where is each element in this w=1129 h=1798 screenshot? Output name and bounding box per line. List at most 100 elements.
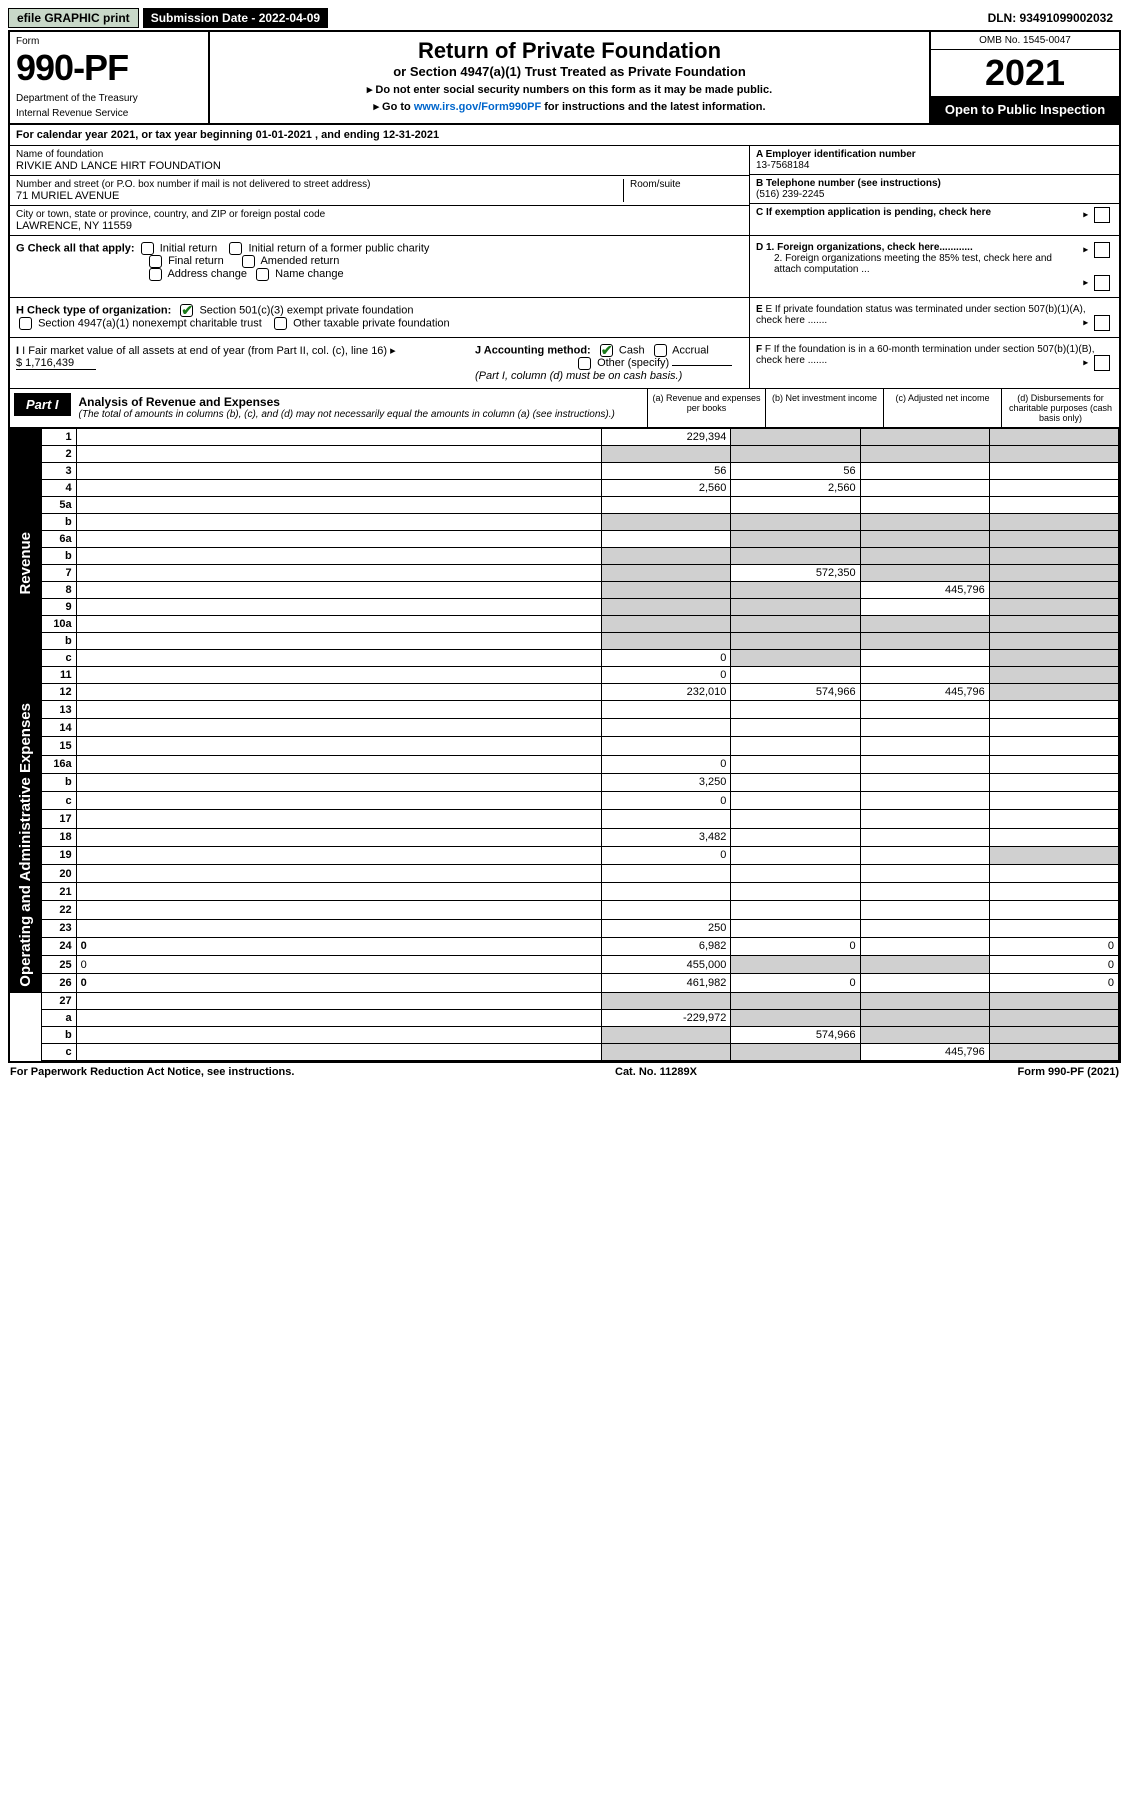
amount-cell: 0 — [989, 974, 1118, 992]
table-row: 20 — [11, 864, 1119, 882]
table-row: 27 — [11, 992, 1119, 1009]
amount-cell — [860, 599, 989, 616]
amount-cell — [860, 497, 989, 514]
line-description — [76, 864, 602, 882]
table-row: 35656 — [11, 463, 1119, 480]
line-description — [76, 901, 602, 919]
amount-cell — [602, 864, 731, 882]
amount-cell: 445,796 — [860, 1043, 989, 1060]
amount-cell — [731, 599, 860, 616]
line-description — [76, 633, 602, 650]
amount-cell — [731, 429, 860, 446]
ein-value: 13-7568184 — [756, 160, 1113, 171]
accrual-checkbox[interactable] — [654, 344, 667, 357]
amount-cell — [602, 616, 731, 633]
amount-cell: 572,350 — [731, 565, 860, 582]
city-label: City or town, state or province, country… — [16, 209, 743, 220]
line-number: 2 — [41, 446, 76, 463]
amount-cell — [860, 810, 989, 828]
foreign-org-checkbox[interactable] — [1094, 242, 1110, 258]
amended-return-checkbox[interactable] — [242, 255, 255, 268]
line-description — [76, 1009, 602, 1026]
final-return-checkbox[interactable] — [149, 255, 162, 268]
line-number: 4 — [41, 480, 76, 497]
4947a1-checkbox[interactable] — [19, 317, 32, 330]
address-label: Number and street (or P.O. box number if… — [16, 179, 623, 190]
footer-paperwork: For Paperwork Reduction Act Notice, see … — [10, 1066, 294, 1078]
name-change-checkbox[interactable] — [256, 268, 269, 281]
status-terminated-checkbox[interactable] — [1094, 315, 1110, 331]
line-description — [76, 1026, 602, 1043]
open-to-public: Open to Public Inspection — [931, 96, 1119, 123]
line-description — [76, 582, 602, 599]
form-title: Return of Private Foundation — [216, 38, 923, 64]
amount-cell — [860, 883, 989, 901]
amount-cell: 56 — [731, 463, 860, 480]
line-number: 11 — [41, 667, 76, 684]
line-description — [76, 992, 602, 1009]
amount-cell — [731, 548, 860, 565]
line-number: 13 — [41, 701, 76, 719]
table-row: 15 — [11, 737, 1119, 755]
efile-print-button[interactable]: efile GRAPHIC print — [8, 8, 139, 28]
section-i: I I Fair market value of all assets at e… — [10, 338, 469, 388]
amount-cell — [989, 531, 1118, 548]
section-f: F F If the foundation is in a 60-month t… — [749, 338, 1119, 388]
amount-cell — [860, 992, 989, 1009]
form-instructions-link[interactable]: www.irs.gov/Form990PF — [414, 101, 541, 113]
amount-cell — [989, 565, 1118, 582]
cash-checkbox[interactable] — [600, 344, 613, 357]
exemption-pending-checkbox[interactable] — [1094, 207, 1110, 223]
form-number: 990-PF — [16, 47, 202, 89]
initial-return-former-checkbox[interactable] — [229, 242, 242, 255]
other-taxable-checkbox[interactable] — [274, 317, 287, 330]
amount-cell — [989, 616, 1118, 633]
ein-label: A Employer identification number — [756, 149, 1113, 160]
amount-cell — [731, 582, 860, 599]
amount-cell — [989, 755, 1118, 773]
60-month-checkbox[interactable] — [1094, 355, 1110, 371]
room-suite-label: Room/suite — [630, 179, 743, 190]
line-description — [76, 548, 602, 565]
line-description — [76, 684, 602, 701]
amount-cell — [860, 514, 989, 531]
line-number: b — [41, 633, 76, 650]
initial-return-checkbox[interactable] — [141, 242, 154, 255]
line-description — [76, 810, 602, 828]
amount-cell: 0 — [602, 792, 731, 810]
table-row: 250455,0000 — [11, 956, 1119, 974]
amount-cell: 0 — [602, 667, 731, 684]
amount-cell — [860, 463, 989, 480]
amount-cell — [731, 667, 860, 684]
501c3-checkbox[interactable] — [180, 304, 193, 317]
table-row: 260461,98200 — [11, 974, 1119, 992]
section-h: H Check type of organization: Section 50… — [10, 298, 749, 337]
line-description: 0 — [76, 937, 602, 955]
amount-cell — [860, 755, 989, 773]
address-value: 71 MURIEL AVENUE — [16, 190, 623, 202]
section-e: E E If private foundation status was ter… — [749, 298, 1119, 337]
col-c-header: (c) Adjusted net income — [883, 389, 1001, 427]
dept-treasury: Department of the Treasury — [16, 93, 202, 104]
other-method-checkbox[interactable] — [578, 357, 591, 370]
amount-cell — [731, 773, 860, 791]
amount-cell — [860, 864, 989, 882]
foreign-85-checkbox[interactable] — [1094, 275, 1110, 291]
address-change-checkbox[interactable] — [149, 268, 162, 281]
line-description — [76, 531, 602, 548]
part-1-tab: Part I — [14, 393, 71, 416]
amount-cell: 0 — [602, 650, 731, 667]
amount-cell — [989, 773, 1118, 791]
amount-cell — [860, 650, 989, 667]
amount-cell — [602, 514, 731, 531]
amount-cell — [989, 463, 1118, 480]
line-description — [76, 650, 602, 667]
line-description — [76, 667, 602, 684]
instruction-1: ▸ Do not enter social security numbers o… — [216, 83, 923, 96]
amount-cell — [860, 1009, 989, 1026]
amount-cell — [731, 919, 860, 937]
table-row: 42,5602,560 — [11, 480, 1119, 497]
table-row: 10a — [11, 616, 1119, 633]
amount-cell — [989, 480, 1118, 497]
amount-cell — [860, 701, 989, 719]
